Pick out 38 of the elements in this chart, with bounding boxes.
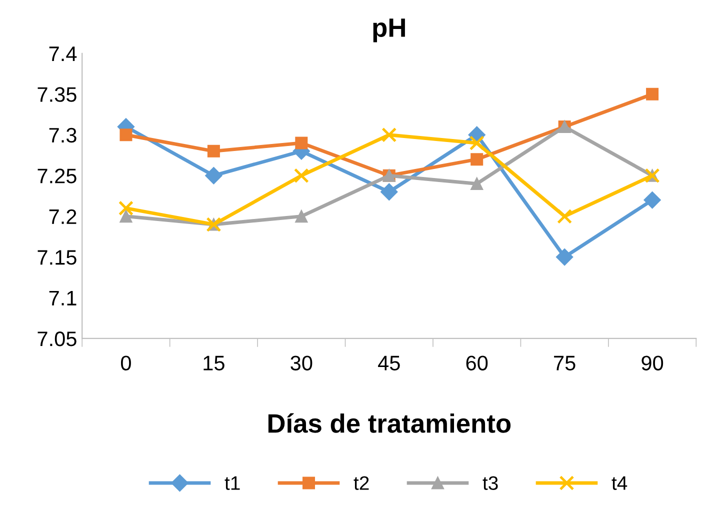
legend-label: t4 — [612, 476, 628, 490]
x-tick-label: 60 — [466, 356, 488, 370]
point — [294, 168, 309, 184]
point — [469, 136, 484, 151]
legend-label: t1 — [224, 476, 240, 490]
point — [382, 127, 397, 142]
point — [120, 210, 132, 223]
x-tick-label: 75 — [554, 356, 576, 370]
chart-title: pH — [373, 18, 405, 42]
point — [556, 248, 574, 266]
point — [646, 88, 659, 100]
point — [380, 183, 398, 200]
y-tick-label: 7.1 — [49, 290, 76, 306]
x-tick-label: 90 — [642, 356, 664, 370]
point — [644, 191, 661, 209]
legend-label: t2 — [354, 476, 369, 490]
point — [205, 167, 222, 184]
point — [295, 136, 308, 150]
point — [118, 200, 134, 216]
point — [207, 144, 220, 158]
y-tick-label: 7.15 — [38, 250, 76, 265]
y-tick-label: 7.25 — [38, 168, 76, 184]
x-tick-label: 30 — [290, 356, 312, 370]
x-tick-label: 0 — [120, 356, 131, 370]
point — [470, 153, 484, 166]
point — [470, 178, 484, 190]
y-tick-label: 7.05 — [38, 331, 76, 346]
legend-label: t3 — [482, 476, 498, 490]
y-tick-label: 7.3 — [49, 128, 76, 143]
y-tick-label: 7.2 — [49, 209, 76, 224]
x-tick-label: 15 — [204, 356, 224, 370]
point — [557, 208, 572, 224]
point — [295, 210, 308, 223]
point — [120, 128, 132, 142]
x-axis-title: Días de tratamiento — [268, 413, 511, 433]
y-tick-label: 7.35 — [38, 87, 76, 102]
y-tick-label: 7.4 — [49, 46, 77, 61]
x-tick-label: 45 — [378, 356, 400, 370]
